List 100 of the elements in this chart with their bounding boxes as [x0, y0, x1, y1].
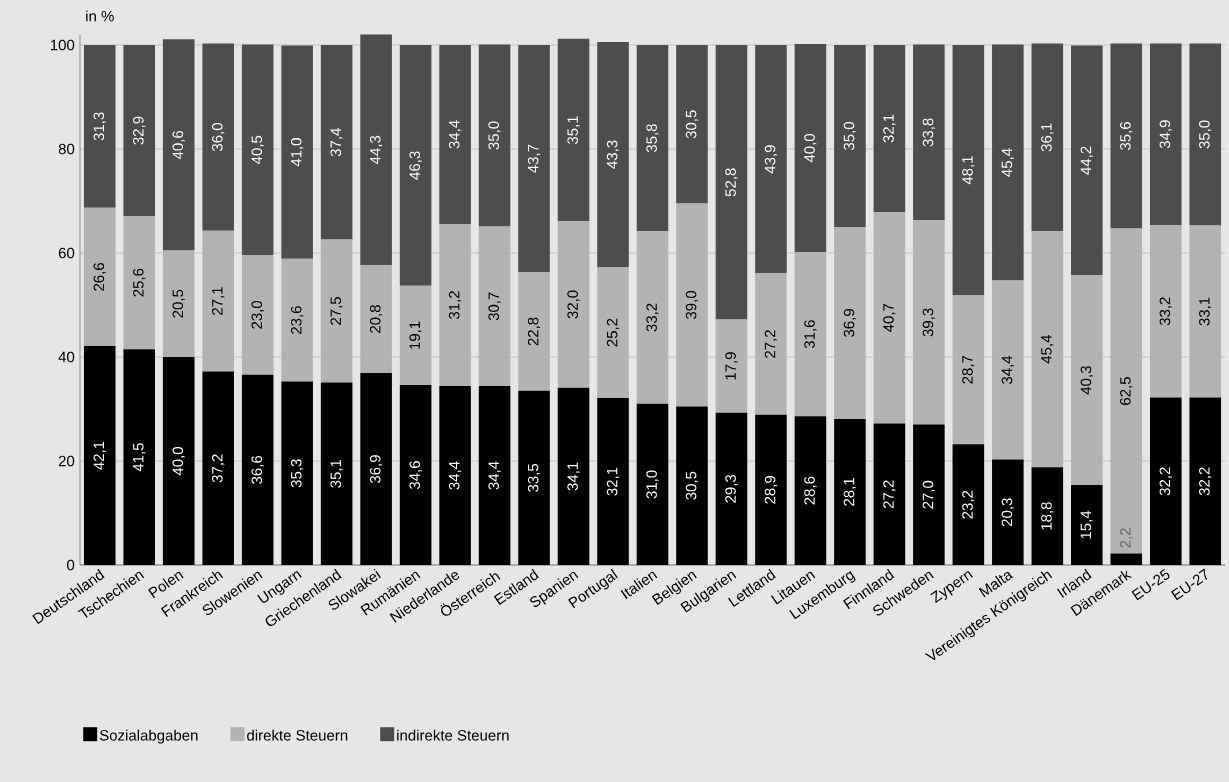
bar [636, 45, 669, 232]
bar [123, 216, 156, 350]
bar [320, 239, 353, 383]
data-label: 34,4 [448, 120, 462, 149]
bar [162, 250, 195, 357]
bar [834, 45, 866, 227]
bar [834, 227, 866, 419]
bar [913, 44, 945, 221]
data-label: 46,3 [409, 151, 422, 180]
data-label: 32,9 [133, 116, 146, 145]
bar [1149, 43, 1182, 225]
data-label: 32,2 [1159, 467, 1172, 496]
data-label: 32,2 [1199, 467, 1212, 496]
bar [123, 45, 156, 217]
data-label: 33,2 [646, 303, 659, 332]
bar [1189, 43, 1222, 226]
data-label: 35,3 [290, 459, 304, 488]
data-label: 17,9 [725, 352, 738, 380]
data-label: 30,5 [685, 471, 699, 500]
data-label: 34,4 [1001, 355, 1015, 385]
data-label: 35,8 [646, 124, 659, 153]
y-tick-label: 60 [58, 247, 75, 259]
data-label: 27,2 [883, 480, 896, 509]
y-tick-label: 80 [58, 143, 75, 155]
bar [399, 285, 432, 386]
data-label: 29,3 [725, 474, 738, 503]
bar [676, 203, 708, 407]
data-label: 23,6 [290, 306, 304, 334]
bar [320, 45, 353, 240]
bar [597, 41, 629, 268]
data-label: 45,4 [1041, 335, 1054, 364]
data-label: 34,9 [1159, 120, 1172, 149]
data-label: 33,2 [1159, 297, 1172, 326]
bar [715, 319, 748, 413]
bar [162, 39, 195, 251]
data-label: 35,0 [1199, 120, 1212, 149]
data-label: 23,2 [962, 490, 975, 519]
bar [518, 45, 550, 273]
bar [360, 34, 392, 265]
y-tick-label: 0 [67, 559, 75, 571]
data-label: 32,1 [606, 467, 620, 496]
data-label: 40,0 [804, 133, 817, 163]
data-label: 33,5 [527, 463, 541, 492]
data-label: 40,3 [1080, 366, 1093, 395]
bar [1110, 228, 1143, 554]
bar [1071, 45, 1103, 276]
bar [83, 45, 116, 208]
bar [439, 45, 471, 224]
bar [518, 272, 550, 391]
data-label: 35,1 [567, 116, 580, 145]
y-tick-label: 20 [58, 455, 75, 467]
bar [202, 43, 234, 231]
data-label: 31,3 [93, 112, 106, 141]
data-label: 18,8 [1041, 502, 1054, 530]
bar [952, 45, 985, 296]
bar [399, 45, 432, 286]
bar [241, 255, 274, 375]
data-label: 44,2 [1080, 146, 1093, 175]
bar [1031, 231, 1064, 468]
data-label: 28,6 [804, 476, 817, 505]
bar [992, 280, 1024, 460]
data-label: 35,0 [488, 121, 501, 150]
data-label: 25,6 [133, 268, 146, 297]
data-label: 44,3 [369, 135, 383, 165]
bar [913, 220, 945, 425]
bar [755, 45, 787, 274]
data-label: 31,0 [646, 470, 659, 499]
bar [281, 45, 313, 259]
bar [873, 45, 906, 212]
bar [794, 251, 827, 417]
data-label: 20,8 [369, 305, 383, 333]
data-label: 27,2 [764, 330, 778, 358]
data-label: 32,1 [883, 114, 896, 143]
data-label: 62,5 [1120, 377, 1133, 405]
legend-label: indirekte Steuern [397, 729, 509, 741]
data-label: 19,1 [409, 321, 422, 349]
data-label: 42,1 [93, 441, 106, 470]
bar [360, 264, 392, 374]
data-label: 26,6 [93, 262, 106, 291]
data-label: 33,8 [922, 118, 936, 147]
data-label: 43,3 [606, 140, 620, 169]
data-label: 27,0 [922, 480, 936, 509]
data-label: 35,1 [330, 459, 343, 488]
bar [715, 45, 748, 320]
bar [281, 258, 313, 382]
bar [1071, 275, 1103, 485]
data-label: 35,6 [1120, 122, 1133, 151]
y-tick-label: 100 [50, 39, 75, 51]
data-label: 36,6 [251, 455, 264, 484]
data-label: 33,1 [1199, 297, 1212, 326]
bar [636, 231, 669, 404]
data-label: 20,5 [172, 289, 185, 318]
data-label: 34,4 [448, 461, 462, 490]
bar [755, 273, 787, 415]
data-label: 40,6 [172, 130, 185, 160]
data-label: 41,0 [290, 138, 304, 167]
bar [1110, 43, 1143, 229]
data-label: 31,2 [448, 291, 462, 320]
data-label: 45,4 [1001, 148, 1014, 177]
bar [478, 226, 511, 387]
